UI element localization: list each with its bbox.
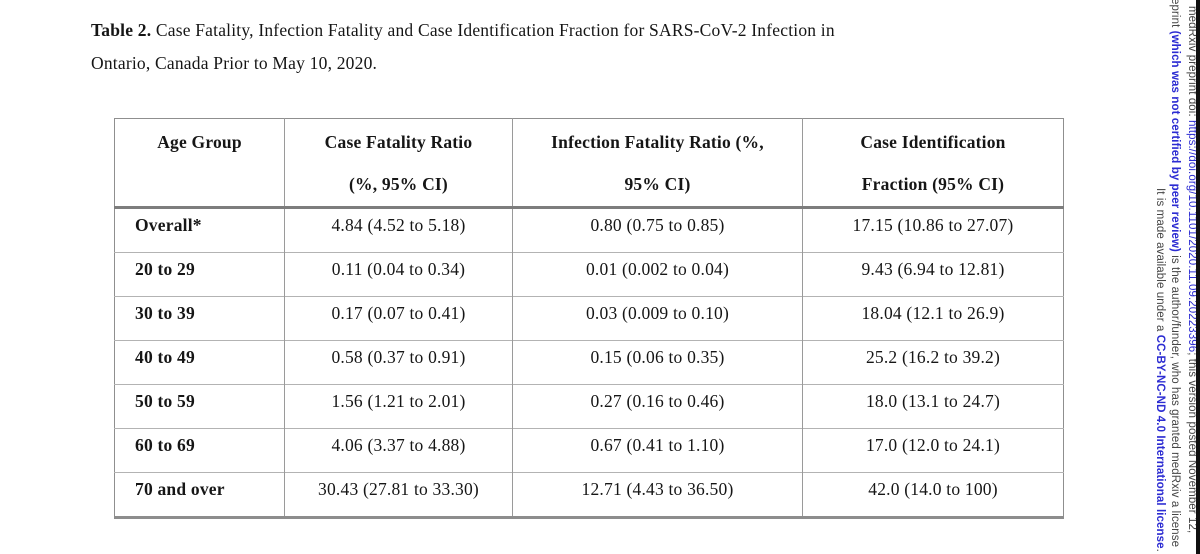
column-header-case-fatality-ratio: Case Fatality Ratio (%, 95% CI): [284, 118, 513, 209]
infection-fatality-ratio-cell: 0.15 (0.06 to 0.35): [512, 340, 803, 385]
cc-license-link[interactable]: CC-BY-NC-ND 4.0 International license: [1154, 334, 1166, 549]
case-identification-fraction-cell: 18.04 (12.1 to 26.9): [802, 296, 1064, 341]
column-header-infection-fatality-ratio: Infection Fatality Ratio (%, 95% CI): [512, 118, 803, 209]
table-row: 20 to 29 0.11 (0.04 to 0.34) 0.01 (0.002 t…: [114, 252, 1064, 297]
age-group-cell: 40 to 49: [114, 340, 285, 385]
page-edge-bar: [1196, 0, 1200, 554]
table-caption: Table 2. Case Fatality, Infection Fatali…: [91, 14, 1051, 80]
copyright-notice-prefix: eprint: [1169, 0, 1181, 31]
table-caption-text: Case Fatality, Infection Fatality and Ca…: [151, 20, 835, 40]
license-notice-suffix: .: [1154, 548, 1166, 552]
case-fatality-ratio-cell: 0.58 (0.37 to 0.91): [284, 340, 513, 385]
age-group-cell: 20 to 29: [114, 252, 285, 297]
copyright-notice-line: eprint (which was not certified by peer …: [1168, 0, 1181, 547]
case-identification-fraction-cell: 25.2 (16.2 to 39.2): [802, 340, 1064, 385]
case-fatality-ratio-cell: 0.17 (0.07 to 0.41): [284, 296, 513, 341]
infection-fatality-ratio-cell: 0.80 (0.75 to 0.85): [512, 207, 803, 253]
age-group-cell: 50 to 59: [114, 384, 285, 429]
age-group-cell: 30 to 39: [114, 296, 285, 341]
case-fatality-ratio-cell: 4.84 (4.52 to 5.18): [284, 207, 513, 253]
not-certified-emphasis: (which was not certified by peer review): [1169, 30, 1181, 252]
header-line: Case Fatality Ratio: [324, 132, 473, 152]
table-row: 50 to 59 1.56 (1.21 to 2.01) 0.27 (0.16 to…: [114, 384, 1064, 429]
case-fatality-ratio-cell: 4.06 (3.37 to 4.88): [284, 428, 513, 473]
case-fatality-ratio-cell: 1.56 (1.21 to 2.01): [284, 384, 513, 429]
infection-fatality-ratio-cell: 0.67 (0.41 to 1.10): [512, 428, 803, 473]
column-header-age-group: Age Group: [114, 118, 285, 209]
table-row: 70 and over 30.43 (27.81 to 33.30) 12.71 (…: [114, 472, 1064, 518]
header-line: Infection Fatality Ratio (%,: [551, 132, 764, 152]
case-identification-fraction-cell: 9.43 (6.94 to 12.81): [802, 252, 1064, 297]
infection-fatality-ratio-cell: 0.03 (0.009 to 0.10): [512, 296, 803, 341]
copyright-notice-suffix: is the author/funder, who has granted me…: [1169, 251, 1181, 548]
table-header-row: Age Group Case Fatality Ratio (%, 95% CI…: [114, 118, 1064, 209]
header-line: (%, 95% CI): [349, 174, 448, 194]
case-identification-fraction-cell: 18.0 (13.1 to 24.7): [802, 384, 1064, 429]
table-caption-label: Table 2.: [91, 20, 152, 40]
case-identification-fraction-cell: 42.0 (14.0 to 100): [802, 472, 1064, 518]
table-row: Overall* 4.84 (4.52 to 5.18) 0.80 (0.75 to…: [115, 207, 1064, 253]
license-notice-line: It is made available under a CC-BY-NC-ND…: [1153, 188, 1166, 552]
table-row: 60 to 69 4.06 (3.37 to 4.88) 0.67 (0.41 to…: [114, 428, 1064, 473]
header-line: Case Identification: [860, 132, 1006, 152]
infection-fatality-ratio-cell: 12.71 (4.43 to 36.50): [512, 472, 803, 518]
infection-fatality-ratio-cell: 0.27 (0.16 to 0.46): [512, 384, 803, 429]
table-caption-line2: Ontario, Canada Prior to May 10, 2020.: [91, 53, 378, 73]
infection-fatality-ratio-cell: 0.01 (0.002 to 0.04): [512, 252, 803, 297]
header-line: Fraction (95% CI): [861, 174, 1005, 194]
header-line: 95% CI): [624, 174, 691, 194]
fatality-table: Age Group Case Fatality Ratio (%, 95% CI…: [114, 118, 1064, 519]
case-fatality-ratio-cell: 30.43 (27.81 to 33.30): [284, 472, 513, 518]
table-row: 40 to 49 0.58 (0.37 to 0.91) 0.15 (0.06 to…: [114, 340, 1064, 385]
case-identification-fraction-cell: 17.0 (12.0 to 24.1): [802, 428, 1064, 473]
license-notice-prefix: It is made available under a: [1154, 188, 1166, 335]
column-header-case-identification-fraction: Case Identification Fraction (95% CI): [802, 118, 1064, 209]
case-fatality-ratio-cell: 0.11 (0.04 to 0.34): [284, 252, 513, 297]
header-line: Age Group: [157, 132, 242, 152]
case-identification-fraction-cell: 17.15 (10.86 to 27.07): [802, 207, 1064, 253]
table-row: 30 to 39 0.17 (0.07 to 0.41) 0.03 (0.009 t…: [114, 296, 1064, 341]
age-group-cell: 60 to 69: [114, 428, 285, 473]
age-group-cell: Overall*: [135, 215, 202, 235]
table-body: Overall* 4.84 (4.52 to 5.18) 0.80 (0.75 to…: [114, 207, 1064, 518]
age-group-cell: 70 and over: [114, 472, 285, 518]
